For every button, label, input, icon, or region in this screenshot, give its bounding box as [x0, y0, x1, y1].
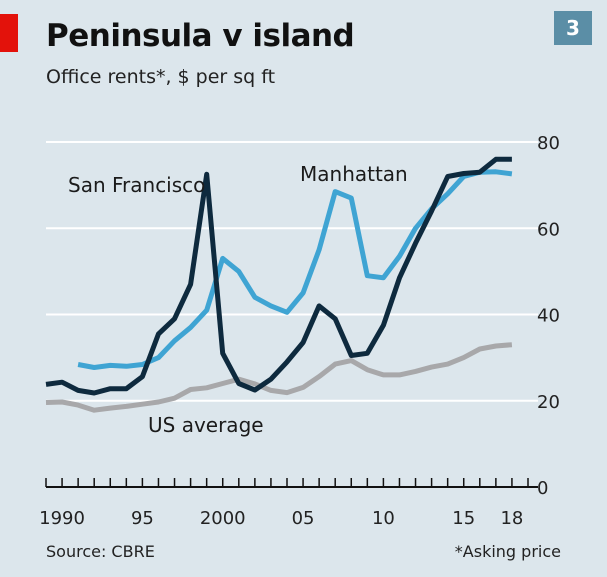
x-axis: 1990 95 2000 05 10 15 18	[39, 478, 538, 529]
chart-number-badge: 3	[554, 11, 592, 45]
footnote: *Asking price	[454, 542, 561, 561]
y-tick-label: 0	[537, 478, 548, 499]
gridlines	[46, 141, 538, 402]
x-tick-label: 95	[131, 508, 154, 529]
series-line-us-average	[45, 342, 513, 413]
x-tick-label: 18	[500, 508, 523, 529]
y-tick-label: 20	[537, 392, 560, 413]
series-lines	[45, 156, 513, 413]
y-tick-label: 60	[537, 219, 560, 240]
y-tick-label: 80	[537, 133, 560, 154]
annotation-us-average: US average	[148, 413, 264, 437]
x-tick-label: 1990	[39, 508, 85, 529]
chart-title: Peninsula v island	[46, 18, 355, 54]
series-line-manhattan	[77, 169, 513, 370]
series-line-san-francisco	[45, 156, 512, 396]
y-tick-labels: 0 20 40 60 80	[537, 133, 560, 499]
x-tick-label: 2000	[200, 508, 246, 529]
y-tick-label: 40	[537, 306, 560, 327]
series-annotations: San Francisco Manhattan US average	[68, 162, 408, 437]
x-tick-label: 10	[372, 508, 395, 529]
source-note: Source: CBRE	[46, 542, 155, 561]
red-accent-tag	[0, 14, 18, 52]
x-tick-label: 15	[452, 508, 475, 529]
x-tick-label: 05	[292, 508, 315, 529]
chart-subtitle: Office rents*, $ per sq ft	[46, 66, 276, 88]
annotation-manhattan: Manhattan	[300, 162, 408, 186]
annotation-san-francisco: San Francisco	[68, 173, 205, 197]
